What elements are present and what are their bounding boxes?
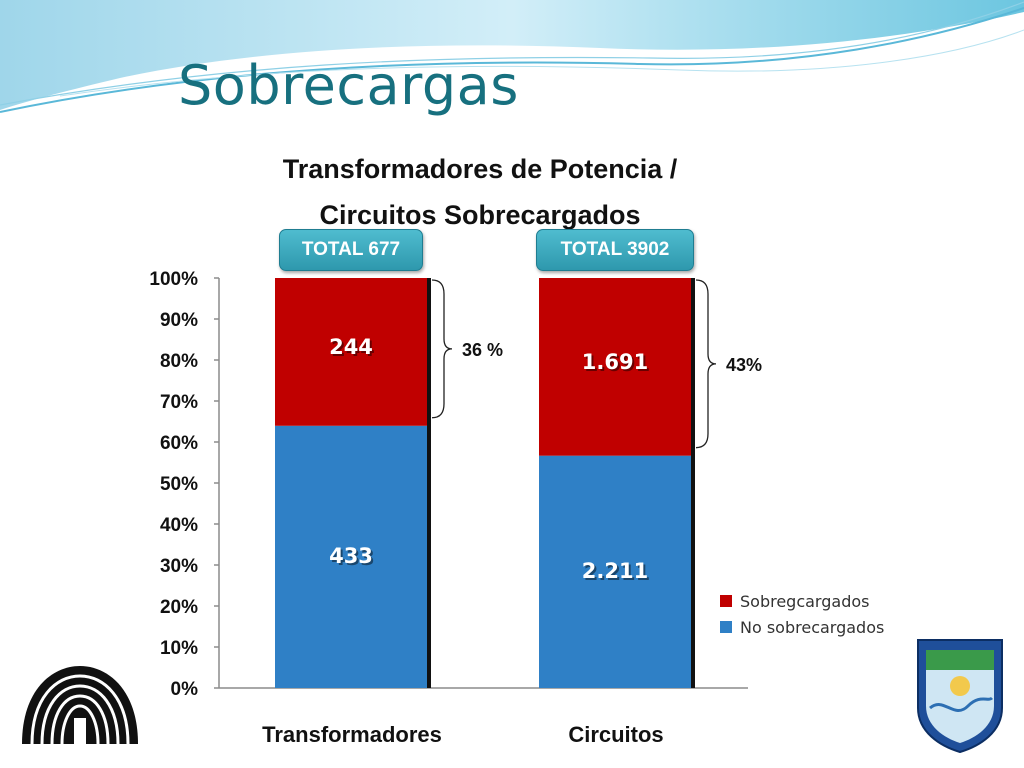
bar-segment [539, 455, 691, 688]
data-label-shadow: 2.211 [584, 561, 650, 585]
y-tick-label: 20% [160, 597, 198, 618]
percentage-annotation: 36 % [462, 340, 503, 360]
legend-item-sobrecargados: Sobregcargados [720, 588, 884, 614]
bar-segment [539, 278, 691, 456]
y-tick-label: 80% [160, 351, 198, 372]
bar-edge-shadow [691, 278, 695, 688]
bar-segment [275, 278, 427, 426]
brace-annotation [431, 279, 453, 419]
data-label: 244 [329, 335, 373, 359]
chart-title-line-2: Circuitos Sobrecargados [319, 200, 641, 230]
y-tick-label: 0% [171, 679, 199, 700]
legend-swatch-no-sobrecargados [720, 621, 732, 633]
y-tick-label: 50% [160, 474, 198, 495]
y-tick-label: 70% [160, 392, 198, 413]
chart-title: Transformadores de Potencia / Circuitos … [180, 146, 780, 238]
total-badge-circuitos: TOTAL 3902 [536, 229, 694, 271]
slide-title: Sobrecargas [178, 54, 519, 117]
legend-label-sobrecargados: Sobregcargados [740, 591, 870, 611]
y-tick-label: 30% [160, 556, 198, 577]
y-tick-label: 10% [160, 638, 198, 659]
legend-swatch-sobrecargados [720, 595, 732, 607]
data-label: 433 [329, 544, 373, 568]
percentage-annotation: 43% [726, 355, 762, 375]
legend-item-no-sobrecargados: No sobrecargados [720, 614, 884, 640]
data-label: 2.211 [582, 559, 648, 583]
y-tick-label: 60% [160, 433, 198, 454]
data-label-shadow: 433 [331, 546, 375, 570]
y-tick-label: 40% [160, 515, 198, 536]
header-wave-decoration [0, 0, 1024, 113]
y-tick-label: 100% [149, 269, 198, 290]
university-dome-logo [22, 666, 138, 745]
social-responsibility-badge-logo [917, 639, 1003, 754]
y-tick-label: 90% [160, 310, 198, 331]
chart-title-line-1: Transformadores de Potencia / [282, 154, 678, 184]
x-category-label: Circuitos [568, 722, 663, 747]
data-label-shadow: 1.691 [584, 352, 650, 376]
bar-edge-shadow [427, 278, 431, 688]
brace-annotation [695, 279, 717, 449]
data-label: 1.691 [582, 350, 648, 374]
chart-legend: Sobregcargados No sobrecargados [720, 588, 884, 640]
x-category-label: Transformadores [262, 722, 442, 747]
bar-segment [275, 425, 427, 688]
data-label-shadow: 244 [331, 337, 375, 361]
total-badge-transformadores: TOTAL 677 [279, 229, 423, 271]
legend-label-no-sobrecargados: No sobrecargados [740, 617, 885, 637]
